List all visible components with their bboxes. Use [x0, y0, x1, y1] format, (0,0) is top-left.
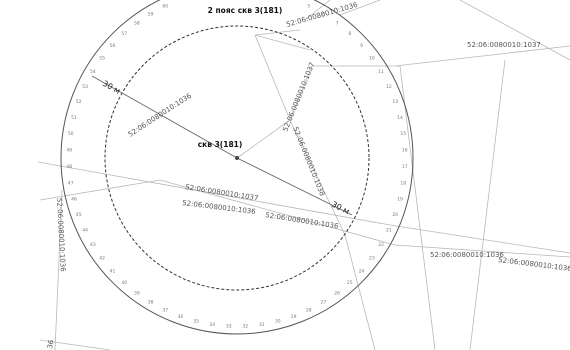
parcel-label-upper-left-1036: 52:06:0080010:1036 — [127, 91, 194, 138]
ring-vertex-number: 46 — [71, 196, 77, 202]
ring-vertex-number: 8 — [348, 31, 351, 37]
ring-vertex-number: 26 — [334, 291, 340, 297]
ring-vertex-number: 54 — [90, 69, 96, 75]
parcel-label-diag-1038: 52:06:0080010:1038 — [291, 126, 326, 198]
ring-vertex-number: 43 — [90, 242, 96, 248]
parcel-boundaries — [37, 0, 570, 350]
parcel-label-left-vertical-1036: 52:06:0080010:1036 — [55, 198, 67, 273]
ring-vertex-number: 28 — [306, 308, 312, 314]
distance-label-lower: 30 м — [330, 200, 351, 217]
ring-vertex-number: 60 — [162, 4, 168, 10]
parcel-line — [289, 65, 313, 121]
ring-vertex-number: 45 — [76, 212, 82, 218]
ring-vertex-number: 37 — [162, 308, 168, 314]
well-label: скв 3(181) — [198, 140, 243, 149]
ring-vertex-number: 58 — [134, 21, 140, 27]
parcel-label-diag-1037: 52:06:0080010:1037 — [281, 61, 316, 133]
parcel-label-top-1036: 52:06:0080010:1036 — [285, 1, 359, 29]
ring-vertex-number: 17 — [402, 164, 408, 170]
parcel-label-far-right-1036: 52:06:0080010:1036 — [498, 256, 570, 273]
ring-vertex-number: 20 — [392, 212, 398, 218]
outer-ring-numbers: 5678910111213141516171819202122232425262… — [66, 4, 407, 330]
parcel-line — [459, 0, 570, 61]
ring-vertex-number: 16 — [402, 147, 408, 153]
ring-vertex-number: 21 — [386, 227, 392, 233]
ring-vertex-number: 32 — [242, 323, 248, 329]
ring-vertex-number: 51 — [71, 115, 77, 121]
parcel-line — [37, 161, 391, 226]
ring-vertex-number: 42 — [99, 256, 105, 262]
ring-vertex-number: 30 — [275, 319, 281, 325]
distance-label-upper: 30 м — [101, 79, 122, 96]
parcel-line — [39, 179, 161, 201]
ring-vertex-number: 55 — [99, 56, 105, 62]
parcel-label-top-right-1037: 52:06:0080010:1037 — [467, 41, 541, 49]
parcel-line — [39, 339, 111, 350]
ring-vertex-number: 5 — [307, 4, 310, 10]
ring-vertex-number: 25 — [347, 280, 353, 286]
ring-vertex-number: 29 — [291, 314, 297, 320]
ring-vertex-number: 24 — [359, 268, 365, 274]
ring-vertex-number: 57 — [121, 31, 127, 37]
ring-vertex-number: 48 — [66, 164, 72, 170]
ring-vertex-number: 22 — [378, 242, 384, 248]
ring-vertex-number: 13 — [392, 99, 398, 105]
well-point[interactable] — [235, 156, 239, 160]
parcel-line — [254, 34, 311, 51]
ring-vertex-number: 14 — [397, 115, 403, 121]
parcel-line — [54, 189, 63, 350]
zone-title: 2 пояс скв 3(181) — [208, 6, 283, 15]
ring-vertex-number: 49 — [66, 147, 72, 153]
ring-vertex-number: 7 — [336, 21, 339, 27]
parcel-label-mid-1037: 52:06:0080010:1037 — [185, 183, 259, 202]
ring-vertex-number: 56 — [110, 43, 116, 49]
parcel-line — [304, 0, 331, 21]
inner-protection-ring — [104, 25, 370, 291]
ring-vertex-number: 36 — [178, 314, 184, 320]
parcel-label-right-1036: 52:06:0080010:1036 — [430, 251, 504, 259]
ring-vertex-number: 31 — [259, 322, 265, 328]
ring-vertex-number: 40 — [121, 280, 127, 286]
ring-vertex-number: 38 — [148, 300, 154, 306]
parcel-line — [394, 45, 570, 67]
parcel-line — [254, 34, 291, 121]
ring-vertex-number: 50 — [68, 131, 74, 137]
parcel-label-mid-1036: 52:06:0080010:1036 — [182, 199, 257, 216]
ring-vertex-number: 39 — [134, 291, 140, 297]
ring-vertex-number: 10 — [369, 56, 375, 62]
ring-vertex-number: 19 — [397, 196, 403, 202]
ring-vertex-number: 44 — [82, 227, 88, 233]
ring-vertex-number: 59 — [148, 12, 154, 18]
parcel-line — [399, 65, 436, 350]
ring-vertex-number: 23 — [369, 256, 375, 262]
parcel-line — [254, 29, 301, 36]
outer-protection-ring — [60, 0, 414, 335]
parcel-line — [339, 0, 381, 16]
parcel-line — [236, 119, 291, 159]
parcel-line — [389, 224, 570, 254]
parcel-line — [394, 244, 570, 258]
ring-vertex-number: 33 — [226, 323, 232, 329]
ring-vertex-number: 52 — [76, 99, 82, 105]
radius-line-upper-left — [91, 75, 238, 159]
parcel-line — [469, 59, 506, 350]
ring-vertex-number: 35 — [193, 319, 199, 325]
parcel-line — [344, 234, 376, 350]
ring-vertex-number: 41 — [110, 268, 116, 274]
ring-vertex-number: 18 — [400, 180, 406, 186]
ring-vertex-number: 12 — [386, 84, 392, 90]
ring-vertex-number: 27 — [321, 300, 327, 306]
ring-vertex-number: 47 — [68, 180, 74, 186]
parcel-line — [159, 179, 396, 246]
parcel-label-bottom-left-fragment: 36 — [46, 339, 56, 350]
parcel-line — [289, 119, 346, 236]
radius-line-lower-right — [236, 157, 353, 216]
ring-vertex-number: 15 — [400, 131, 406, 137]
ring-vertex-number: 11 — [378, 69, 384, 75]
ring-vertex-number: 6 — [322, 12, 325, 18]
ring-vertex-number: 53 — [82, 84, 88, 90]
ring-vertex-number: 34 — [209, 322, 215, 328]
ring-vertex-number: 9 — [360, 43, 363, 49]
